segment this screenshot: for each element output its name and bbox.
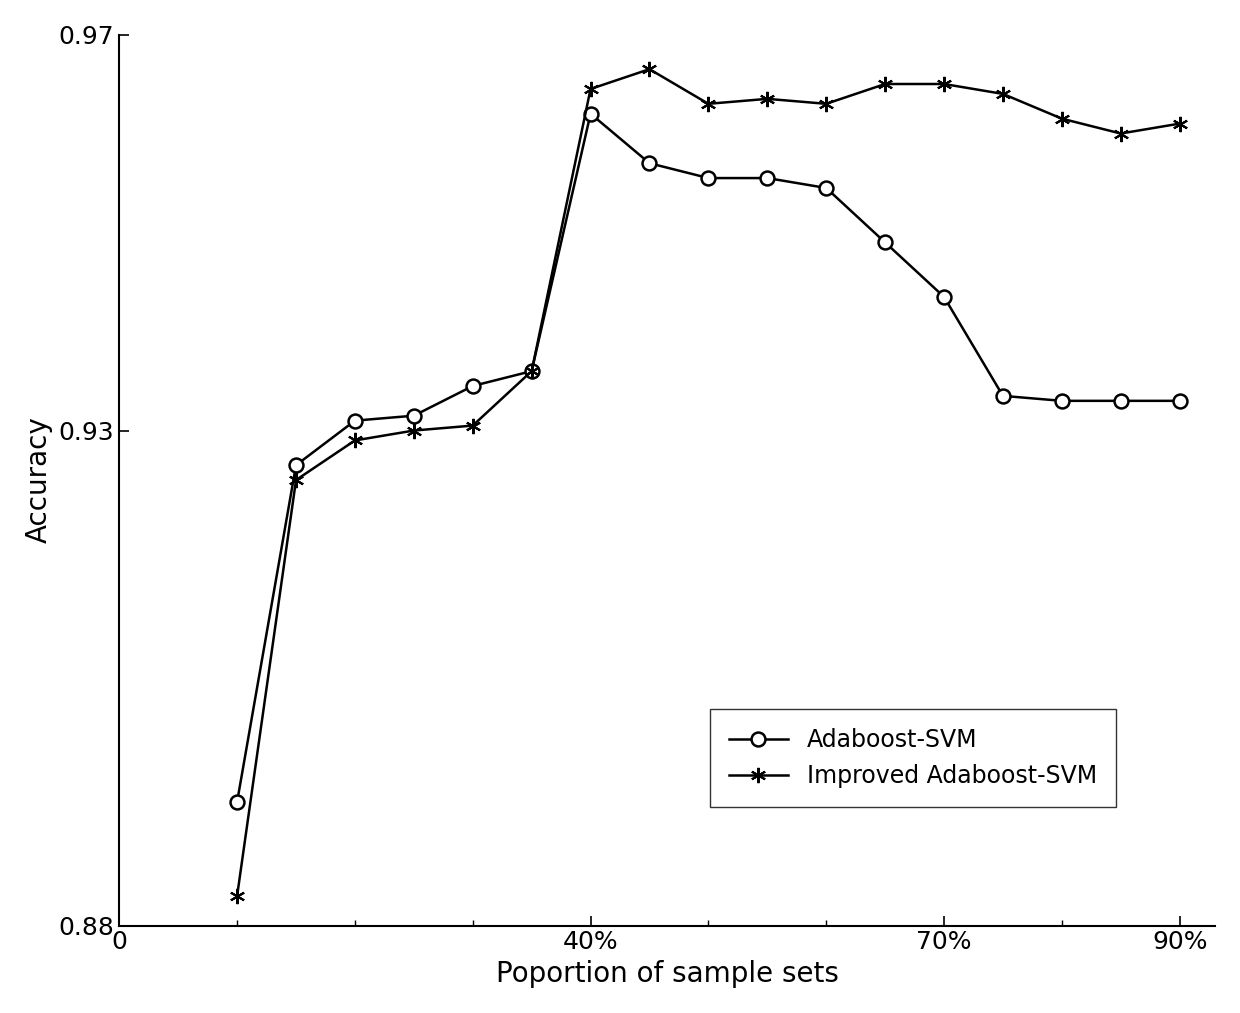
Adaboost-SVM xyxy=(936,291,951,303)
Improved Adaboost-SVM xyxy=(347,435,362,447)
Line: Adaboost-SVM: Adaboost-SVM xyxy=(231,106,1187,808)
Improved Adaboost-SVM xyxy=(936,78,951,90)
Improved Adaboost-SVM xyxy=(465,419,480,432)
Adaboost-SVM xyxy=(878,236,893,248)
Improved Adaboost-SVM xyxy=(1054,112,1069,125)
Adaboost-SVM xyxy=(642,157,657,169)
X-axis label: Poportion of sample sets: Poportion of sample sets xyxy=(496,960,838,988)
Adaboost-SVM xyxy=(996,390,1011,402)
Improved Adaboost-SVM xyxy=(289,474,304,486)
Adaboost-SVM xyxy=(1114,395,1128,407)
Adaboost-SVM xyxy=(1054,395,1069,407)
Adaboost-SVM xyxy=(407,409,422,421)
Adaboost-SVM xyxy=(583,107,598,120)
Y-axis label: Accuracy: Accuracy xyxy=(25,416,53,543)
Improved Adaboost-SVM xyxy=(818,97,833,109)
Adaboost-SVM xyxy=(347,414,362,426)
Adaboost-SVM xyxy=(1172,395,1187,407)
Improved Adaboost-SVM xyxy=(525,365,539,377)
Improved Adaboost-SVM xyxy=(1114,128,1128,140)
Improved Adaboost-SVM xyxy=(1172,118,1187,130)
Improved Adaboost-SVM xyxy=(583,83,598,95)
Adaboost-SVM xyxy=(701,172,715,184)
Improved Adaboost-SVM xyxy=(407,424,422,437)
Line: Improved Adaboost-SVM: Improved Adaboost-SVM xyxy=(229,62,1187,904)
Improved Adaboost-SVM xyxy=(701,97,715,109)
Adaboost-SVM xyxy=(289,459,304,471)
Adaboost-SVM xyxy=(525,365,539,377)
Improved Adaboost-SVM xyxy=(229,889,244,902)
Adaboost-SVM xyxy=(465,380,480,392)
Improved Adaboost-SVM xyxy=(996,88,1011,100)
Improved Adaboost-SVM xyxy=(760,93,775,105)
Adaboost-SVM xyxy=(229,796,244,808)
Improved Adaboost-SVM xyxy=(642,63,657,75)
Adaboost-SVM xyxy=(760,172,775,184)
Improved Adaboost-SVM xyxy=(878,78,893,90)
Adaboost-SVM xyxy=(818,182,833,194)
Legend: Adaboost-SVM, Improved Adaboost-SVM: Adaboost-SVM, Improved Adaboost-SVM xyxy=(709,709,1116,806)
